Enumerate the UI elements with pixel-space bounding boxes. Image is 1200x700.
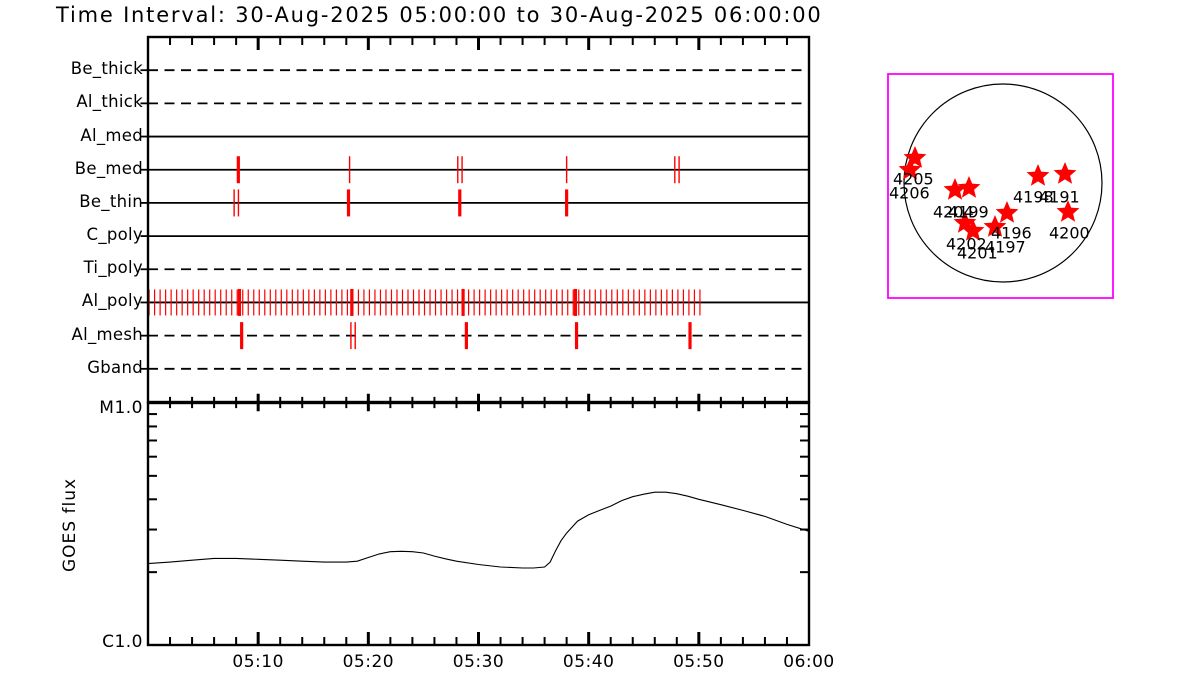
row-label-Be_med: Be_med (74, 158, 143, 178)
active-region-star-4201 (961, 219, 985, 241)
active-region-star-4198 (1026, 164, 1050, 186)
active-region-label-4197: 4197 (985, 237, 1026, 257)
active-region-label-4202: 4202 (946, 234, 987, 254)
row-label-Al_thick: Al_thick (76, 92, 143, 112)
x-tick-label-0530: 05:30 (452, 652, 505, 672)
row-label-Ti_poly: Ti_poly (83, 258, 143, 278)
active-region-label-4196: 4196 (991, 223, 1032, 243)
active-region-label-4205: 4205 (893, 169, 934, 189)
x-tick-label-0600: 06:00 (783, 652, 835, 672)
x-tick-label-0550: 05:50 (673, 652, 725, 672)
goes-ytick-top: M1.0 (99, 398, 143, 418)
row-label-Al_mesh: Al_mesh (71, 324, 143, 344)
active-region-label-4199: 4199 (948, 202, 989, 222)
active-region-star-4206 (898, 158, 922, 180)
active-region-label-4198: 4198 (1013, 187, 1054, 207)
active-region-label-4204: 4204 (933, 202, 974, 222)
row-label-Al_poly: Al_poly (81, 291, 143, 311)
active-region-label-4191: 4191 (1039, 187, 1080, 207)
active-region-star-4197 (983, 215, 1007, 237)
x-tick-label-0540: 05:40 (562, 652, 615, 672)
active-region-star-4205 (903, 146, 927, 168)
goes-panel-border (146, 401, 811, 647)
active-region-label-4201: 4201 (957, 243, 998, 263)
active-region-star-4196 (995, 201, 1019, 223)
row-label-Al_med: Al_med (80, 125, 143, 145)
active-region-label-4206: 4206 (889, 183, 930, 203)
solar-limb-circle (903, 83, 1103, 283)
page-title: Time Interval: 30-Aug-2025 05:00:00 to 3… (56, 3, 823, 27)
active-region-star-4199 (957, 176, 981, 198)
sun-map-border (887, 73, 1114, 299)
row-label-C_poly: C_poly (86, 225, 143, 245)
active-region-star-4204 (943, 178, 967, 200)
active-region-label-4200: 4200 (1049, 223, 1090, 243)
timeline-panel-border (146, 35, 811, 404)
row-label-Be_thick: Be_thick (70, 59, 143, 79)
x-tick-label-0520: 05:20 (342, 652, 395, 672)
active-region-star-4200 (1056, 200, 1080, 222)
row-label-Be_thin: Be_thin (79, 191, 143, 211)
active-region-star-4191 (1053, 162, 1077, 184)
goes-flux-curve (147, 491, 810, 569)
x-tick-label-0510: 05:10 (232, 652, 284, 672)
goes-ytick-bottom: C1.0 (102, 632, 143, 652)
row-label-Gband: Gband (87, 357, 143, 377)
goes-y-axis-label: GOES flux (60, 477, 80, 572)
